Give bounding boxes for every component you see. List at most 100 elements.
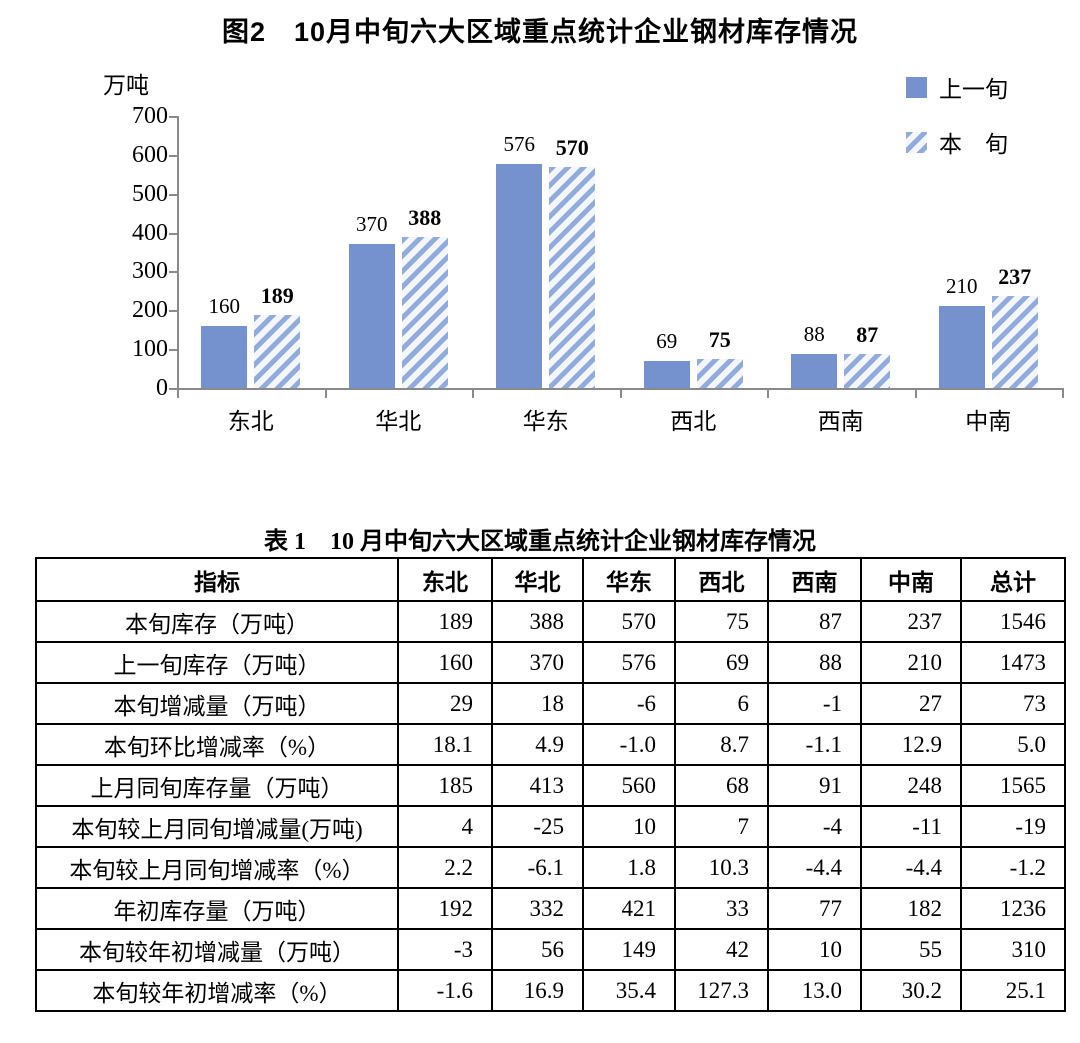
cell-value: 33 <box>674 887 769 930</box>
table-row: 本旬库存（万吨） 189 388 570 75 87 237 1546 <box>35 600 1066 643</box>
legend-swatch-hatch-icon <box>906 131 927 153</box>
value-label-上一旬-东北: 160 <box>208 294 241 318</box>
cell-value: 127.3 <box>674 969 769 1012</box>
category-label-华东: 华东 <box>522 409 569 434</box>
cell-value: 182 <box>860 887 962 930</box>
cell-value: 56 <box>491 928 584 971</box>
cell-value: 42 <box>674 928 769 971</box>
x-axis-line <box>177 388 1064 390</box>
value-label-本旬-西南: 87 <box>856 322 879 347</box>
cell-value: 160 <box>397 641 493 684</box>
legend-item-current: 本 旬 <box>906 125 1008 159</box>
cell-value: 570 <box>582 600 676 643</box>
cell-value: 421 <box>582 887 676 930</box>
cell-value: 1546 <box>960 600 1066 643</box>
row-label: 本旬增减量（万吨） <box>35 682 399 725</box>
cell-value: 1473 <box>960 641 1066 684</box>
value-label-上一旬-西南: 88 <box>803 322 825 346</box>
cell-value: -4.4 <box>860 846 962 889</box>
bar-上一旬-华东 <box>496 164 543 388</box>
column-header-region: 中南 <box>860 557 962 602</box>
column-header-region: 西南 <box>767 557 862 602</box>
y-tick-mark <box>169 271 177 274</box>
cell-value: 1565 <box>960 764 1066 807</box>
chart-legend: 上一旬 本 旬 <box>906 70 1008 159</box>
cell-value: -1.1 <box>767 723 862 766</box>
cell-value: 55 <box>860 928 962 971</box>
cell-value: 210 <box>860 641 962 684</box>
cell-value: -6.1 <box>491 846 584 889</box>
cell-value: 189 <box>397 600 493 643</box>
value-label-上一旬-西北: 69 <box>656 329 678 353</box>
cell-value: 185 <box>397 764 493 807</box>
y-tick-label: 500 <box>132 180 168 207</box>
y-tick-label: 300 <box>132 258 168 285</box>
figure-title: 图2 10月中旬六大区域重点统计企业钢材库存情况 <box>221 17 859 47</box>
x-tick-mark <box>472 390 474 398</box>
value-label-上一旬-华东: 576 <box>503 132 536 156</box>
cell-value: -3 <box>397 928 493 971</box>
bar-上一旬-西南 <box>791 354 838 388</box>
legend-item-prev: 上一旬 <box>906 70 1008 104</box>
table-row: 上一旬库存（万吨） 160 370 576 69 88 210 1473 <box>35 641 1066 684</box>
category-label-西南: 西南 <box>817 409 864 434</box>
y-tick-label: 600 <box>132 141 168 168</box>
cell-value: 68 <box>674 764 769 807</box>
legend-label-current: 本 旬 <box>939 132 1008 157</box>
value-label-上一旬-华北: 370 <box>356 212 388 236</box>
bar-本旬-华北 <box>401 237 448 388</box>
y-tick-label: 400 <box>132 219 168 246</box>
cell-value: 388 <box>491 600 584 643</box>
table-row: 本旬较上月同旬增减量(万吨) 4 -25 10 7 -4 -11 -19 <box>35 805 1066 848</box>
table-row: 本旬较年初增减率（%） -1.6 16.9 35.4 127.3 13.0 30.2 25.1 <box>35 969 1066 1012</box>
value-label-本旬-东北: 189 <box>260 283 294 308</box>
cell-value: 6 <box>674 682 769 725</box>
cell-value: -4.4 <box>767 846 862 889</box>
y-tick-label: 700 <box>132 103 168 129</box>
cell-value: 560 <box>582 764 676 807</box>
cell-value: 35.4 <box>582 969 676 1012</box>
cell-value: 75 <box>674 600 769 643</box>
cell-value: 10.3 <box>674 846 769 889</box>
y-tick-mark <box>169 232 177 235</box>
row-label: 本旬较上月同旬增减率（%） <box>35 846 399 889</box>
cell-value: 10 <box>582 805 676 848</box>
x-tick-mark <box>767 390 769 398</box>
value-label-本旬-西北: 75 <box>708 327 731 352</box>
table-row: 上月同旬库存量（万吨） 185 413 560 68 91 248 1565 <box>35 764 1066 807</box>
category-label-华北: 华北 <box>375 409 422 434</box>
cell-value: 5.0 <box>960 723 1066 766</box>
cell-value: -11 <box>860 805 962 848</box>
cell-value: 87 <box>767 600 862 643</box>
y-axis-unit-label: 万吨 <box>103 73 149 98</box>
cell-value: 77 <box>767 887 862 930</box>
cell-value: 12.9 <box>860 723 962 766</box>
column-header-region: 总计 <box>960 557 1066 602</box>
y-tick-mark <box>169 154 177 157</box>
cell-value: 27 <box>860 682 962 725</box>
column-header-region: 西北 <box>674 557 769 602</box>
x-tick-mark <box>177 390 179 398</box>
cell-value: 192 <box>397 887 493 930</box>
cell-value: -25 <box>491 805 584 848</box>
bar-上一旬-中南 <box>938 306 985 388</box>
y-axis-line <box>177 116 179 388</box>
cell-value: -6 <box>582 682 676 725</box>
cell-value: 13.0 <box>767 969 862 1012</box>
cell-value: 88 <box>767 641 862 684</box>
column-header-region: 华东 <box>582 557 676 602</box>
cell-value: 4.9 <box>491 723 584 766</box>
cell-value: 413 <box>491 764 584 807</box>
row-label: 本旬较上月同旬增减量(万吨) <box>35 805 399 848</box>
row-label: 上一旬库存（万吨） <box>35 641 399 684</box>
cell-value: 73 <box>960 682 1066 725</box>
y-tick-mark <box>169 116 177 118</box>
value-label-上一旬-中南: 210 <box>946 274 978 298</box>
cell-value: 248 <box>860 764 962 807</box>
y-tick-mark <box>169 193 177 196</box>
legend-swatch-solid-icon <box>906 76 927 98</box>
bar-本旬-西北 <box>696 359 743 388</box>
bar-上一旬-华北 <box>348 244 395 388</box>
row-label: 本旬环比增减率（%） <box>35 723 399 766</box>
